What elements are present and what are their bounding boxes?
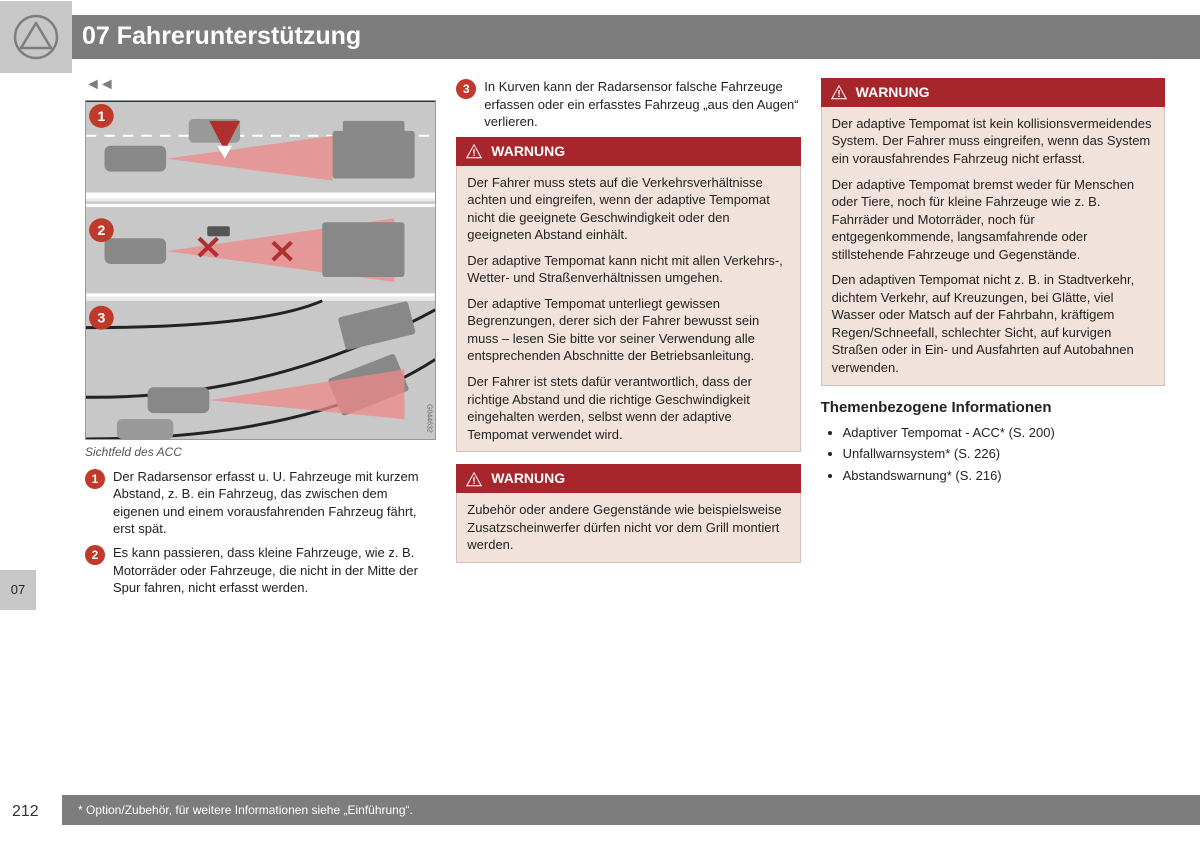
list-marker-3: 3 [456, 79, 476, 99]
footer-bar: * Option/Zubehör, für weitere Informatio… [62, 795, 1200, 825]
warning-box-1: ! WARNUNG Der Fahrer muss stets auf die … [456, 137, 800, 453]
svg-text:!: ! [837, 89, 840, 100]
list-marker-2: 2 [85, 545, 105, 565]
warning-icon: ! [465, 470, 483, 488]
warning-label: WARNUNG [856, 83, 930, 102]
warning-paragraph: Der Fahrer muss stets auf die Verkehrsve… [467, 174, 789, 244]
side-chapter-tab: 07 [0, 570, 36, 610]
warning-paragraph: Der Fahrer ist stets dafür verantwortlic… [467, 373, 789, 443]
chapter-title: 07 Fahrerunterstützung [82, 20, 361, 54]
warning-body: Der adaptive Tempomat ist kein kollision… [821, 107, 1165, 386]
warning-header: ! WARNUNG [821, 78, 1165, 107]
warning-paragraph: Zubehör oder andere Gegenstände wie beis… [467, 501, 789, 554]
warning-icon: ! [465, 142, 483, 160]
warning-header: ! WARNUNG [456, 464, 800, 493]
warning-paragraph: Der adaptive Tempomat unterliegt gewisse… [467, 295, 789, 365]
warning-body: Der Fahrer muss stets auf die Verkehrsve… [456, 166, 800, 453]
svg-text:3: 3 [97, 309, 105, 325]
list-marker-1: 1 [85, 469, 105, 489]
related-link[interactable]: Adaptiver Tempomat - ACC* (S. 200) [843, 424, 1165, 442]
warning-label: WARNUNG [491, 469, 565, 488]
warning-paragraph: Den adaptiven Tempomat nicht z. B. in St… [832, 271, 1154, 376]
list-item: 2 Es kann passieren, dass kleine Fahrzeu… [85, 544, 436, 597]
svg-text:1: 1 [97, 108, 105, 124]
warning-box-3: ! WARNUNG Der adaptive Tempomat ist kein… [821, 78, 1165, 386]
warning-label: WARNUNG [491, 142, 565, 161]
svg-text:!: ! [473, 148, 476, 159]
svg-text:2: 2 [97, 222, 105, 238]
figure-reference: G044632 [424, 404, 433, 433]
list-text: Es kann passieren, dass kleine Fahrzeuge… [113, 544, 436, 597]
related-link[interactable]: Unfallwarnsystem* (S. 226) [843, 445, 1165, 463]
warning-paragraph: Der adaptive Tempomat kann nicht mit all… [467, 252, 789, 287]
related-links-list: Adaptiver Tempomat - ACC* (S. 200) Unfal… [821, 424, 1165, 485]
list-text: In Kurven kann der Radarsensor falsche F… [484, 78, 800, 131]
list-item: 1 Der Radarsensor erfasst u. U. Fahrzeug… [85, 468, 436, 538]
list-item: 3 In Kurven kann der Radarsensor falsche… [456, 78, 800, 131]
warning-paragraph: Der adaptive Tempomat bremst weder für M… [832, 176, 1154, 264]
related-link[interactable]: Abstandswarnung* (S. 216) [843, 467, 1165, 485]
list-text: Der Radarsensor erfasst u. U. Fahrzeuge … [113, 468, 436, 538]
header-warning-icon [0, 1, 72, 73]
column-3: ! WARNUNG Der adaptive Tempomat ist kein… [821, 74, 1165, 603]
page-number: 212 [12, 801, 39, 823]
continuation-arrows-icon: ◄◄ [85, 74, 436, 96]
column-2: 3 In Kurven kann der Radarsensor falsche… [456, 74, 800, 603]
column-1: ◄◄ 1 [85, 74, 436, 603]
warning-paragraph: Der adaptive Tempomat ist kein kollision… [832, 115, 1154, 168]
warning-icon: ! [830, 83, 848, 101]
chapter-header: 07 Fahrerunterstützung [0, 15, 1200, 59]
warning-box-2: ! WARNUNG Zubehör oder andere Gegenständ… [456, 464, 800, 563]
footnote-text: * Option/Zubehör, für weitere Informatio… [78, 802, 413, 818]
figure-caption: Sichtfeld des ACC [85, 444, 436, 460]
warning-body: Zubehör oder andere Gegenstände wie beis… [456, 493, 800, 563]
content-area: ◄◄ 1 [85, 74, 1165, 603]
figure-acc-field: 1 2 [85, 100, 436, 440]
related-heading: Themenbezogene Informationen [821, 398, 1165, 418]
warning-header: ! WARNUNG [456, 137, 800, 166]
svg-text:!: ! [473, 476, 476, 487]
